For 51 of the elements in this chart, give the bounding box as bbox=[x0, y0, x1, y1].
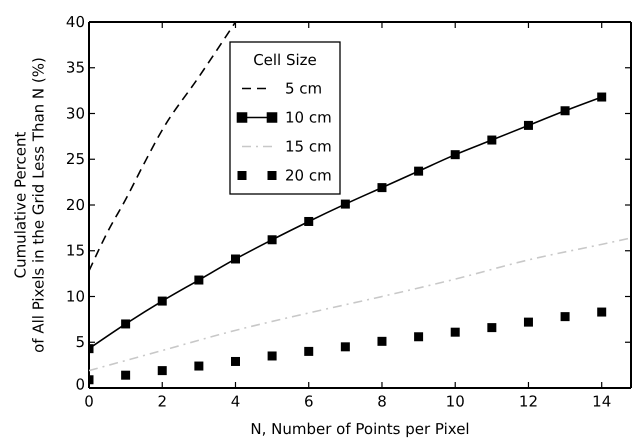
point bbox=[268, 235, 277, 244]
point bbox=[560, 312, 570, 322]
y-tick-label: 30 bbox=[66, 104, 85, 122]
x-tick-label: 4 bbox=[230, 392, 240, 411]
point bbox=[121, 370, 130, 380]
x-tick-label: 6 bbox=[304, 392, 314, 411]
point bbox=[158, 366, 167, 376]
legend-label: 20 cm bbox=[285, 166, 332, 184]
point bbox=[230, 356, 240, 366]
legend-label: 10 cm bbox=[285, 108, 332, 126]
y-tick-label: 40 bbox=[66, 12, 85, 31]
y-tick-label: 35 bbox=[66, 58, 85, 77]
point bbox=[230, 254, 240, 264]
point bbox=[487, 136, 496, 145]
point bbox=[597, 308, 606, 317]
point bbox=[158, 296, 167, 306]
x-tick-label: 2 bbox=[157, 392, 168, 411]
y-tick-label: 5 bbox=[75, 333, 85, 352]
point bbox=[377, 183, 386, 192]
y-tick-label: 20 bbox=[66, 196, 85, 214]
x-tick-label: 8 bbox=[377, 392, 387, 411]
legend-label: 5 cm bbox=[285, 80, 322, 98]
y-tick-label: 15 bbox=[66, 242, 85, 260]
point bbox=[194, 276, 204, 285]
y-tick-label: 25 bbox=[66, 150, 85, 168]
point bbox=[524, 318, 533, 327]
point bbox=[304, 346, 314, 356]
point bbox=[377, 336, 386, 346]
legend-label: 15 cm bbox=[285, 138, 332, 156]
point bbox=[268, 351, 277, 360]
point bbox=[560, 106, 570, 116]
point bbox=[414, 166, 424, 176]
x-tick-label: 12 bbox=[518, 392, 538, 411]
point bbox=[597, 92, 606, 102]
point bbox=[340, 200, 350, 209]
x-tick-label: 10 bbox=[446, 392, 465, 411]
point bbox=[450, 150, 460, 160]
point bbox=[304, 216, 314, 226]
point bbox=[194, 362, 204, 371]
point bbox=[121, 319, 130, 328]
x-tick-label: 14 bbox=[592, 392, 612, 411]
legend-title: Cell Size bbox=[253, 51, 317, 69]
point bbox=[450, 328, 460, 337]
point bbox=[340, 342, 350, 352]
y-axis-title: Cumulative Percent of All Pixels in the Grid Less Than N (%) bbox=[11, 57, 48, 353]
point bbox=[524, 120, 533, 130]
x-axis-title: N, Number of Points per Pixel bbox=[250, 420, 470, 438]
y-tick-label: 0 bbox=[75, 376, 85, 394]
y-tick-label: 10 bbox=[66, 287, 85, 306]
point bbox=[487, 323, 496, 332]
point bbox=[414, 332, 424, 342]
